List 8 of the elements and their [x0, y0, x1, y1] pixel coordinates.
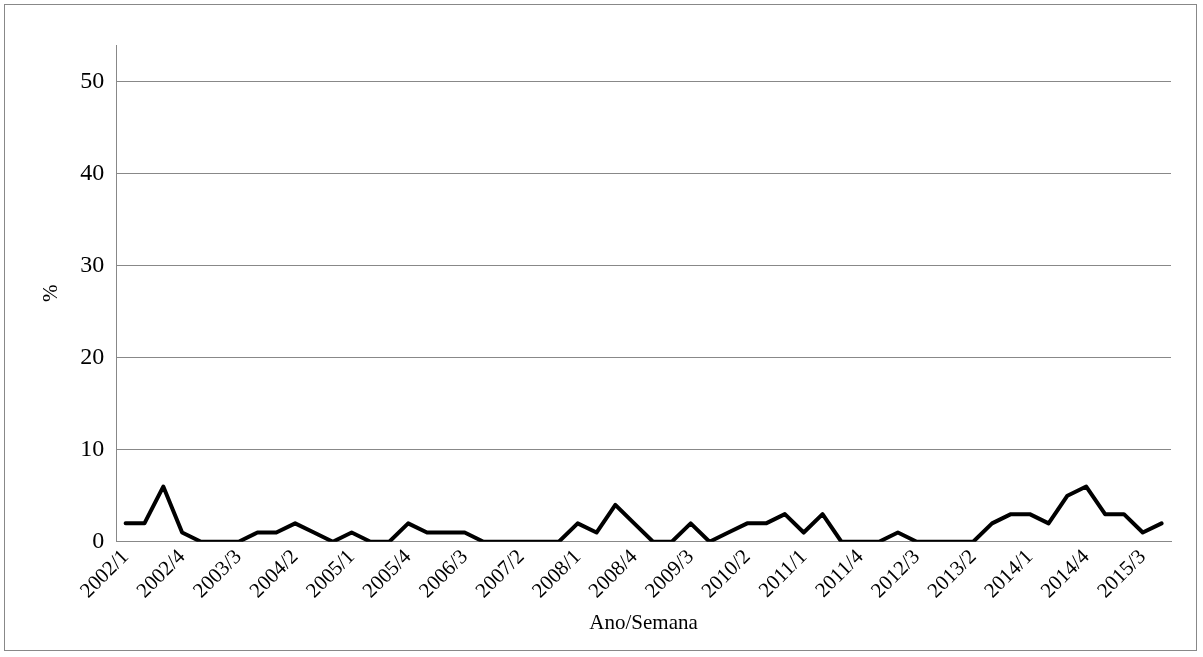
y-axis-title: %	[38, 284, 63, 303]
y-tick-label: 0	[92, 527, 105, 554]
x-axis-title: Ano/Semana	[589, 609, 699, 634]
y-tick-label: 30	[80, 251, 105, 278]
y-tick-label: 10	[80, 435, 105, 462]
y-tick-label: 20	[80, 343, 105, 370]
y-tick-label: 50	[80, 67, 105, 94]
y-tick-label: 40	[80, 159, 105, 186]
